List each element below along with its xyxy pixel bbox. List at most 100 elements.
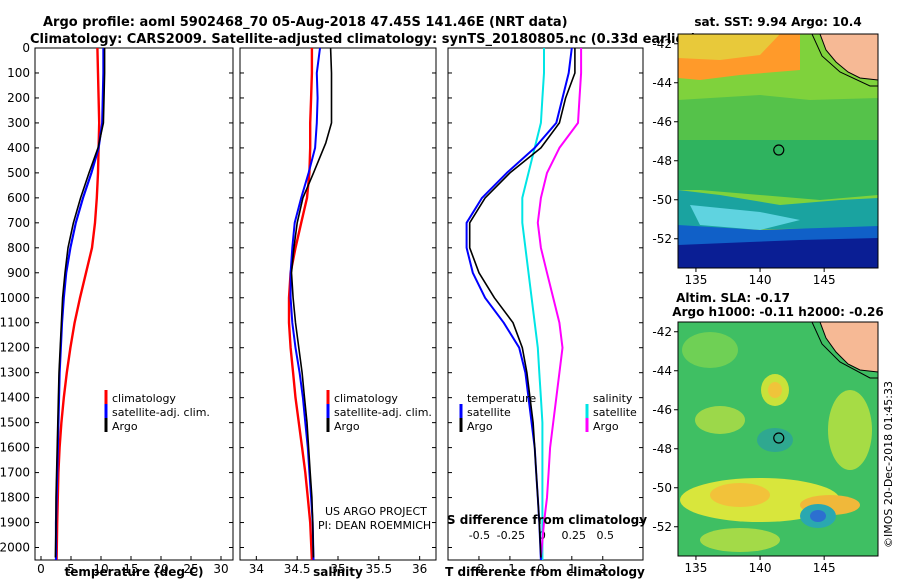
depth-tick-label: 1200 xyxy=(0,341,30,355)
depth-tick-label: 100 xyxy=(7,66,30,80)
x-tick-label: 34.5 xyxy=(284,562,311,576)
legend-s-satellite-label: satellite xyxy=(593,406,637,419)
series-line-argo-salinity xyxy=(536,48,583,558)
x-tick-label: 10 xyxy=(93,562,108,576)
sla-anomaly xyxy=(710,483,770,507)
depth-tick-label: 700 xyxy=(7,216,30,230)
x-tick-label: 30 xyxy=(213,562,228,576)
lat-tick-label: -50 xyxy=(652,193,672,207)
lat-tick-label: -42 xyxy=(652,37,672,51)
sla-coast-contour xyxy=(811,322,878,379)
depth-tick-label: 1000 xyxy=(0,291,30,305)
x-tick-label: 2 xyxy=(599,562,607,576)
depth-tick-label: 800 xyxy=(7,241,30,255)
sst-map-title: sat. SST: 9.94 Argo: 10.4 xyxy=(694,15,861,29)
series-line-argo-temperature xyxy=(468,48,576,558)
depth-tick-label: 1300 xyxy=(0,366,30,380)
float-position-marker xyxy=(773,432,785,444)
sst-map xyxy=(678,34,878,268)
depth-tick-label: 1600 xyxy=(0,441,30,455)
depth-tick-label: 1400 xyxy=(0,391,30,405)
depth-tick-label: 900 xyxy=(7,266,30,280)
title-line-1: Argo profile: aoml 5902468_70 05-Aug-201… xyxy=(43,15,568,30)
top-x-tick-label: -0.25 xyxy=(497,529,525,542)
sst-coast-contour xyxy=(811,34,878,87)
legend-t-argo-label: Argo xyxy=(467,420,493,433)
lat-tick-label: -48 xyxy=(652,154,672,168)
tasmania-land xyxy=(819,322,878,373)
difference-panel-frame xyxy=(447,47,644,561)
sla-map xyxy=(678,322,878,556)
x-tick-label: 1 xyxy=(568,562,576,576)
lat-tick-label: -46 xyxy=(652,403,672,417)
sst-band-yellow xyxy=(678,34,780,60)
depth-tick-label: 200 xyxy=(7,91,30,105)
temperature-x-ticks: 0 5 10 15 20 25 30 xyxy=(37,556,229,576)
sst-front xyxy=(690,205,800,230)
top-x-tick-label: 0.5 xyxy=(597,529,615,542)
x-tick-label: 35 xyxy=(330,562,345,576)
lat-tick-label: -42 xyxy=(652,325,672,339)
x-tick-label: 34 xyxy=(249,562,264,576)
lat-tick-label: -52 xyxy=(652,232,672,246)
sla-anomaly xyxy=(810,510,826,522)
sla-anomaly xyxy=(682,332,738,368)
depth-tick-label: 1100 xyxy=(0,316,30,330)
lon-tick-label: 135 xyxy=(684,561,707,575)
x-tick-label: 20 xyxy=(153,562,168,576)
lon-tick-label: 140 xyxy=(749,273,772,287)
top-x-tick-label: -0.5 xyxy=(469,529,490,542)
sla-map-title-2: Argo h1000: -0.11 h2000: -0.26 xyxy=(672,305,883,319)
temperature-legend: climatology satellite-adj. clim. Argo xyxy=(104,390,210,433)
sla-map-title-1: Altim. SLA: -0.17 xyxy=(676,291,790,305)
lat-tick-label: -48 xyxy=(652,442,672,456)
legend-s-argo-label: Argo xyxy=(593,420,619,433)
legend-climatology-label: climatology xyxy=(334,392,398,405)
depth-tick-label: 400 xyxy=(7,141,30,155)
sla-anomaly xyxy=(695,406,745,434)
salinity-series xyxy=(287,47,333,561)
salinity-x-label: salinity xyxy=(313,565,363,579)
map-axes: -42 -44 -46 -48 -50 -52 135 140 145 -42 -44 -46 -48 -… xyxy=(652,37,835,575)
series-line-argo xyxy=(54,48,106,558)
lon-tick-label: 145 xyxy=(813,561,836,575)
x-tick-label: 36 xyxy=(412,562,427,576)
lat-tick-label: -46 xyxy=(652,115,672,129)
tasmania-land xyxy=(819,34,878,81)
lat-tick-label: -44 xyxy=(652,364,672,378)
float-position-marker xyxy=(773,144,785,156)
x-tick-label: -1 xyxy=(504,562,516,576)
depth-axis: 0 100 200 300 400 500 600 700 800 900 1000 1100 1200… xyxy=(0,41,643,555)
depth-tick-label: 2000 xyxy=(0,541,30,555)
lat-tick-label: -50 xyxy=(652,481,672,495)
legend-argo-label: Argo xyxy=(334,420,360,433)
depth-tick-label: 1800 xyxy=(0,491,30,505)
difference-legend: temperature satellite Argo salinity sate… xyxy=(459,392,637,433)
t-difference-x-label: T difference from climatology xyxy=(445,565,645,579)
sla-anomaly xyxy=(828,390,872,470)
salinity-x-ticks: 34 34.5 35 35.5 36 xyxy=(249,556,427,576)
lat-tick-label: -52 xyxy=(652,520,672,534)
legend-climatology-label: climatology xyxy=(112,392,176,405)
title-line-2: Climatology: CARS2009. Satellite-adjuste… xyxy=(30,32,697,47)
series-line-satellite-salinity xyxy=(521,48,545,560)
t-difference-x-ticks: -2 -1 0 1 2 xyxy=(473,556,607,576)
sst-map-frame xyxy=(677,33,879,269)
temperature-x-label: temperature (deg C) xyxy=(65,565,204,579)
legend-temperature-heading: temperature xyxy=(467,392,536,405)
temperature-series xyxy=(54,47,106,561)
imos-watermark: ©IMOS 20-Dec-2018 01:45:33 xyxy=(882,381,895,548)
s-difference-title: S difference from climatology xyxy=(447,513,647,527)
series-line-climatology xyxy=(55,47,101,561)
sla-map-frame xyxy=(677,321,879,557)
legend-salinity-heading: salinity xyxy=(593,392,633,405)
lon-tick-label: 135 xyxy=(684,273,707,287)
salinity-legend: climatology satellite-adj. clim. Argo xyxy=(326,390,432,433)
salinity-panel-frame xyxy=(239,47,437,561)
x-tick-label: 5 xyxy=(67,562,75,576)
difference-series xyxy=(465,47,583,561)
credit-pi: PI: DEAN ROEMMICH xyxy=(318,519,431,532)
sst-band-green xyxy=(678,95,878,140)
x-tick-label: 25 xyxy=(183,562,198,576)
legend-t-satellite-label: satellite xyxy=(467,406,511,419)
